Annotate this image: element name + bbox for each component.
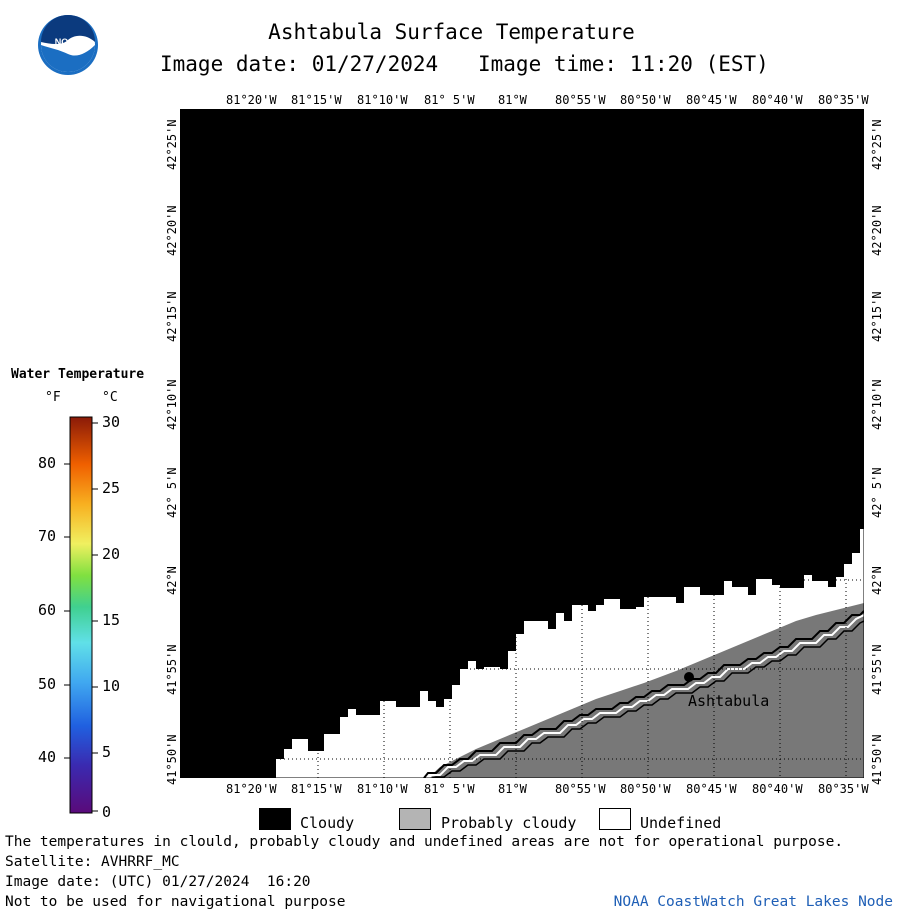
key-probably-cloudy-swatch — [399, 808, 431, 830]
lat-label: 42°N — [870, 566, 884, 595]
lon-label: 80°55'W — [555, 93, 606, 107]
lat-label: 42°25'N — [165, 119, 179, 170]
key-cloudy-swatch — [259, 808, 291, 830]
f-tick: 60 — [38, 601, 57, 619]
lat-label: 42°20'N — [870, 205, 884, 256]
lat-label: 41°50'N — [870, 734, 884, 785]
colorbar-title: Water Temperature — [11, 367, 145, 382]
lon-label: 81° 5'W — [424, 93, 475, 107]
lat-label: 41°55'N — [870, 644, 884, 695]
lon-label: 80°40'W — [752, 782, 803, 796]
image-date: Image date: 01/27/2024 — [160, 52, 439, 76]
colorbar — [64, 416, 98, 814]
lat-label: 41°50'N — [165, 734, 179, 785]
lon-label: 80°50'W — [620, 782, 671, 796]
c-tick: 0 — [102, 803, 112, 821]
footer-node: NOAA CoastWatch Great Lakes Node — [613, 894, 893, 910]
graticule — [280, 579, 864, 778]
c-tick: 5 — [102, 743, 112, 761]
lon-label: 81°20'W — [226, 782, 277, 796]
lat-label: 42°10'N — [165, 379, 179, 430]
f-tick: 50 — [38, 675, 57, 693]
footer-note: The temperatures in clould, probably clo… — [5, 834, 844, 850]
lon-label: 80°35'W — [818, 782, 869, 796]
lon-label: 81°15'W — [291, 93, 342, 107]
lon-label: 81°15'W — [291, 782, 342, 796]
lon-label: 80°45'W — [686, 782, 737, 796]
lat-label: 41°55'N — [165, 644, 179, 695]
c-tick: 20 — [102, 545, 121, 563]
lat-label: 42°20'N — [165, 205, 179, 256]
lat-label: 42°15'N — [870, 291, 884, 342]
lon-label: 81°10'W — [357, 93, 408, 107]
lon-label: 81°W — [498, 782, 527, 796]
f-tick: 40 — [38, 748, 57, 766]
place-label: Ashtabula — [688, 692, 769, 710]
f-tick: 80 — [38, 454, 57, 472]
temperature-map: Ashtabula — [180, 109, 864, 778]
footer-nav-warning: Not to be used for navigational purpose — [5, 894, 346, 910]
image-time: Image time: 11:20 (EST) — [478, 52, 769, 76]
lat-label: 42° 5'N — [870, 467, 884, 518]
lat-label: 42°15'N — [165, 291, 179, 342]
lon-label: 80°40'W — [752, 93, 803, 107]
c-tick: 30 — [102, 413, 121, 431]
unit-c: °C — [102, 390, 118, 405]
lon-label: 80°50'W — [620, 93, 671, 107]
lon-label: 81°W — [498, 93, 527, 107]
lat-label: 42°10'N — [870, 379, 884, 430]
lon-label: 80°35'W — [818, 93, 869, 107]
page-title: Ashtabula Surface Temperature — [268, 20, 635, 44]
lat-label: 42°N — [165, 566, 179, 595]
city-marker — [684, 672, 694, 682]
lon-label: 81°20'W — [226, 93, 277, 107]
key-undefined-swatch — [599, 808, 631, 830]
lon-label: 81° 5'W — [424, 782, 475, 796]
f-tick: 70 — [38, 527, 57, 545]
key-cloudy-label: Cloudy — [300, 814, 355, 832]
footer-satellite: Satellite: AVHRRF_MC — [5, 854, 180, 870]
logo-text: NOAA — [55, 37, 82, 47]
noaa-logo: NOAA — [38, 15, 98, 75]
c-tick: 15 — [102, 611, 121, 629]
lon-label: 80°45'W — [686, 93, 737, 107]
c-tick: 10 — [102, 677, 121, 695]
key-probably-cloudy-label: Probably cloudy — [441, 814, 577, 832]
c-tick: 25 — [102, 479, 121, 497]
lat-label: 42°25'N — [870, 119, 884, 170]
lat-label: 42° 5'N — [165, 467, 179, 518]
land-area — [428, 603, 864, 778]
key-undefined-label: Undefined — [640, 814, 722, 832]
lon-label: 80°55'W — [555, 782, 606, 796]
unit-f: °F — [45, 390, 61, 405]
lon-label: 81°10'W — [357, 782, 408, 796]
footer-utc-date: Image date: (UTC) 01/27/2024 16:20 — [5, 874, 311, 890]
